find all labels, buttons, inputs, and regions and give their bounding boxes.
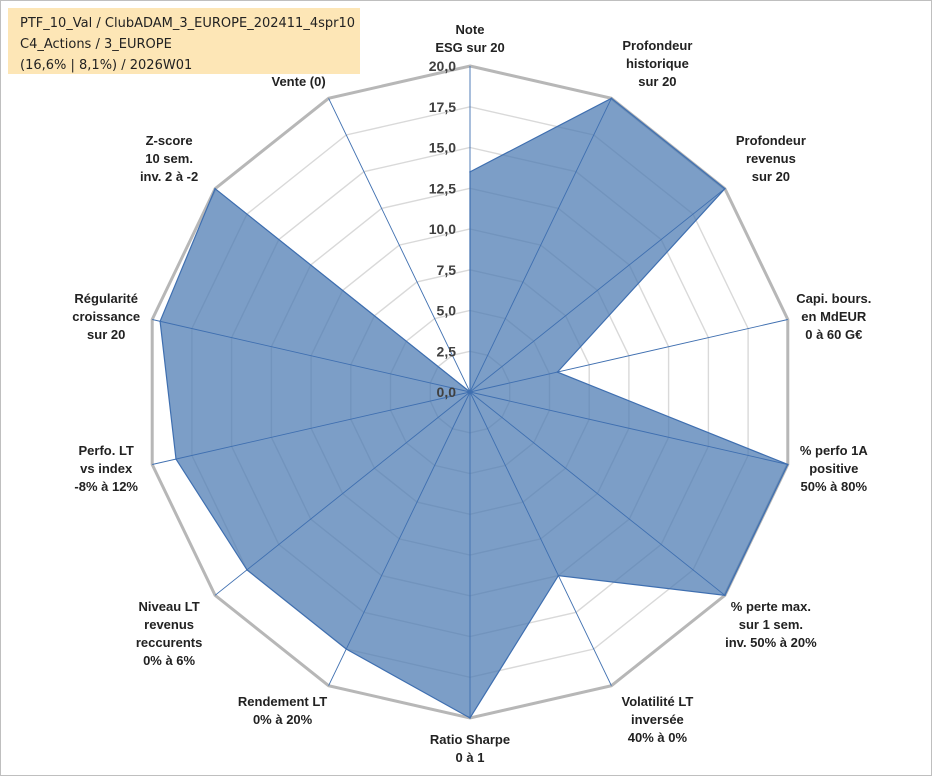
info-line-category: C4_Actions / 3_EUROPE [20, 37, 172, 52]
axis-spoke [328, 391, 471, 686]
axis-label-line: Capi. bours. [796, 291, 871, 306]
axis-spoke [469, 188, 726, 393]
axis-label: Profondeur historique sur 20 [622, 38, 692, 89]
axis-label: Note ESG sur 20 [435, 22, 504, 55]
portfolio-info-box: PTF_10_Val / ClubADAM_3_EUROPE_202411_4s… [8, 8, 360, 74]
tick-label: 10,0 [429, 221, 456, 237]
axis-label-line: 50% à 80% [801, 479, 868, 494]
axis-label: Niveau LT revenus reccurents 0% à 6% [136, 599, 202, 668]
axis-label: Régularité croissance sur 20 [72, 291, 140, 342]
axis-label-line: 0% à 20% [253, 712, 313, 727]
tick-label: 2,5 [437, 343, 457, 359]
axis-label-line: ESG sur 20 [435, 40, 504, 55]
axis-label: Z-score 10 sem. inv. 2 à -2 [140, 133, 198, 184]
tick-label: 17,5 [429, 99, 456, 115]
axis-label: Ratio Sharpe 0 à 1 [430, 732, 510, 765]
info-line-stats: (16,6% | 8,1%) / 2026W01 [20, 58, 193, 73]
axis-spoke [469, 319, 788, 393]
axis-spoke [469, 391, 726, 596]
axis-label-line: vs index [80, 461, 133, 476]
axis-label-line: Rendement LT [238, 694, 327, 709]
axis-label-line: sur 20 [752, 169, 790, 184]
axis-spoke [152, 391, 471, 465]
axis-label-line: inv. 50% à 20% [725, 635, 817, 650]
axis-label-line: 10 sem. [145, 151, 193, 166]
tick-label: 15,0 [429, 140, 456, 156]
info-line-portfolio: PTF_10_Val / ClubADAM_3_EUROPE_202411_4s… [20, 16, 355, 31]
axis-spoke [152, 319, 471, 393]
axis-spoke [328, 98, 471, 393]
axis-label-line: positive [809, 461, 858, 476]
axis-label: Profondeur revenus sur 20 [736, 133, 806, 184]
axis-spoke [469, 391, 612, 686]
axis-label-line: Profondeur [622, 38, 692, 53]
axis-label-line: 0 à 1 [456, 750, 485, 765]
radar-tick-labels: 0,0 2,5 5,0 7,5 10,0 12,5 15,0 17,5 20,0 [429, 58, 456, 400]
radar-axis-labels: Note ESG sur 20 Profondeur historique sur 20… [72, 22, 871, 765]
axis-label-line: sur 20 [638, 74, 676, 89]
axis-label-line: 0% à 6% [143, 653, 195, 668]
axis-label-line: Note [456, 22, 485, 37]
tick-label: 7,5 [437, 262, 457, 278]
tick-label: 20,0 [429, 58, 456, 74]
axis-label: Volatilité LT inversée 40% à 0% [622, 694, 694, 745]
axis-label-line: sur 20 [87, 327, 125, 342]
axis-label-line: Vente (0) [272, 74, 326, 89]
axis-label-line: en MdEUR [801, 309, 867, 324]
axis-label-line: inv. 2 à -2 [140, 169, 198, 184]
axis-label-line: sur 1 sem. [739, 617, 803, 632]
axis-label-line: croissance [72, 309, 140, 324]
axis-label-line: inversée [631, 712, 684, 727]
axis-label-line: Ratio Sharpe [430, 732, 510, 747]
axis-label-line: Volatilité LT [622, 694, 694, 709]
axis-spoke [214, 391, 471, 596]
axis-label: Capi. bours. en MdEUR 0 à 60 G€ [796, 291, 871, 342]
axis-label-line: 40% à 0% [628, 730, 688, 745]
axis-label-line: revenus [144, 617, 194, 632]
axis-spoke [469, 98, 612, 393]
tick-label: 0,0 [437, 384, 457, 400]
axis-label-line: Z-score [146, 133, 193, 148]
axis-label-line: historique [626, 56, 689, 71]
axis-spoke [469, 391, 788, 465]
axis-label-line: -8% à 12% [74, 479, 138, 494]
axis-spoke [214, 188, 471, 393]
axis-label: % perte max. sur 1 sem. inv. 50% à 20% [725, 599, 817, 650]
axis-label-line: % perfo 1A [800, 443, 869, 458]
tick-label: 12,5 [429, 180, 456, 196]
axis-label-line: 0 à 60 G€ [805, 327, 862, 342]
axis-label-line: Niveau LT [139, 599, 200, 614]
axis-label-line: Régularité [74, 291, 138, 306]
tick-label: 5,0 [437, 303, 457, 319]
axis-label-line: revenus [746, 151, 796, 166]
axis-label-line: % perte max. [731, 599, 811, 614]
axis-label: Perfo. LT vs index -8% à 12% [74, 443, 138, 494]
axis-label: % perfo 1A positive 50% à 80% [800, 443, 869, 494]
axis-label-line: reccurents [136, 635, 202, 650]
axis-label: Rendement LT 0% à 20% [238, 694, 327, 727]
radar-spokes [152, 66, 788, 718]
axis-label-line: Perfo. LT [79, 443, 134, 458]
axis-label-line: Profondeur [736, 133, 806, 148]
